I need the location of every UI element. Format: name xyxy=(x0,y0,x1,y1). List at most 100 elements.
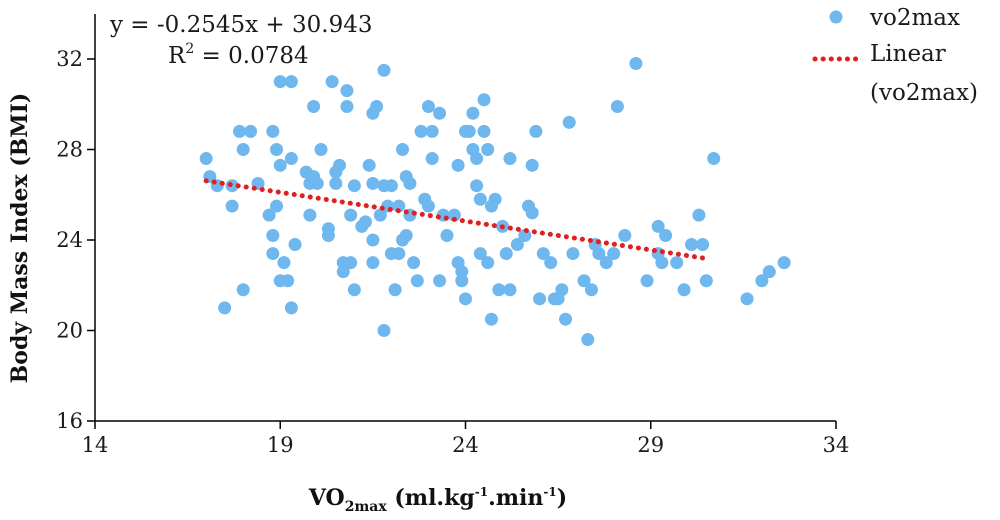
data-point xyxy=(407,256,421,270)
y-tick-label: 28 xyxy=(56,138,83,162)
data-point xyxy=(307,100,321,114)
data-point xyxy=(451,158,465,172)
data-point xyxy=(396,143,410,156)
data-point xyxy=(262,208,276,222)
data-point xyxy=(740,292,754,306)
data-point xyxy=(321,228,335,242)
data-point xyxy=(707,152,721,166)
data-point xyxy=(529,124,543,138)
data-point xyxy=(310,176,324,190)
data-point xyxy=(344,256,358,270)
x-tick-label: 14 xyxy=(82,433,109,457)
data-point xyxy=(414,124,428,138)
data-point xyxy=(481,256,495,270)
data-point xyxy=(384,179,398,193)
data-point xyxy=(340,100,354,114)
data-point xyxy=(266,124,280,138)
data-point xyxy=(685,238,699,252)
data-point xyxy=(347,283,361,297)
legend-label-vo2max: vo2max xyxy=(869,5,960,31)
legend-marker-vo2max xyxy=(829,10,843,24)
data-point xyxy=(284,152,298,166)
data-point xyxy=(559,312,573,326)
data-point xyxy=(488,192,502,206)
y-axis-label: Body Mass Index (BMI) xyxy=(7,93,33,384)
data-point xyxy=(555,283,569,297)
data-point xyxy=(336,265,350,279)
data-point xyxy=(510,238,524,252)
data-point xyxy=(459,292,472,306)
data-point xyxy=(670,256,684,270)
data-point xyxy=(536,247,550,261)
data-point xyxy=(270,199,284,213)
data-point xyxy=(492,283,506,297)
data-point xyxy=(584,283,598,297)
data-point xyxy=(403,176,417,190)
data-point xyxy=(399,228,413,242)
data-point xyxy=(425,152,439,166)
data-point xyxy=(777,256,791,270)
r-squared-label: R2 = 0.0784 xyxy=(168,41,309,69)
data-point xyxy=(544,256,558,270)
data-point xyxy=(592,247,606,261)
data-point xyxy=(421,100,435,114)
data-point xyxy=(377,324,391,337)
data-point xyxy=(503,283,517,297)
data-point xyxy=(377,63,391,77)
data-point xyxy=(762,265,776,279)
data-point xyxy=(370,100,384,114)
data-point xyxy=(333,158,347,172)
data-point xyxy=(410,274,424,288)
data-point xyxy=(270,143,284,156)
trend-equation: y = -0.2545x + 30.943 xyxy=(109,12,372,38)
data-point xyxy=(525,206,539,220)
y-tick-label: 32 xyxy=(56,47,83,71)
data-point xyxy=(659,228,673,242)
data-point xyxy=(455,265,469,279)
data-point xyxy=(503,152,517,166)
data-point xyxy=(425,124,439,138)
y-tick-label: 20 xyxy=(56,319,83,343)
data-point xyxy=(366,176,380,190)
data-point xyxy=(655,256,669,270)
data-point xyxy=(325,75,339,89)
data-point xyxy=(392,199,406,213)
legend-label-linear: Linear xyxy=(870,41,946,67)
data-point xyxy=(755,274,769,288)
data-point xyxy=(347,179,361,193)
data-point xyxy=(277,256,291,270)
data-point xyxy=(525,158,539,172)
data-point xyxy=(284,75,298,89)
x-tick-label: 24 xyxy=(452,433,479,457)
data-point xyxy=(562,115,576,129)
data-point xyxy=(273,158,287,172)
data-point xyxy=(599,256,613,270)
data-point xyxy=(373,208,387,222)
data-point xyxy=(225,199,239,213)
data-point xyxy=(447,208,461,222)
data-point xyxy=(366,256,380,270)
data-point xyxy=(388,283,402,297)
legend-label-linear-line2: (vo2max) xyxy=(870,80,978,106)
data-point xyxy=(477,124,491,138)
x-tick-label: 29 xyxy=(637,433,664,457)
data-point xyxy=(577,274,591,288)
data-point xyxy=(607,247,621,261)
data-point xyxy=(284,301,298,315)
data-point xyxy=(692,208,706,222)
x-axis-label: VO2max (ml.kg-1.min-1) xyxy=(308,485,567,515)
x-tick-label: 19 xyxy=(267,433,294,457)
data-point xyxy=(218,301,232,315)
data-point xyxy=(481,143,495,156)
data-point xyxy=(366,233,380,247)
data-point xyxy=(640,274,654,288)
data-point xyxy=(677,283,691,297)
data-point xyxy=(329,176,343,190)
data-point xyxy=(466,106,480,120)
data-point xyxy=(266,247,280,261)
data-point xyxy=(618,228,632,242)
data-point xyxy=(610,100,624,114)
data-point xyxy=(455,274,469,288)
data-point xyxy=(421,199,435,213)
